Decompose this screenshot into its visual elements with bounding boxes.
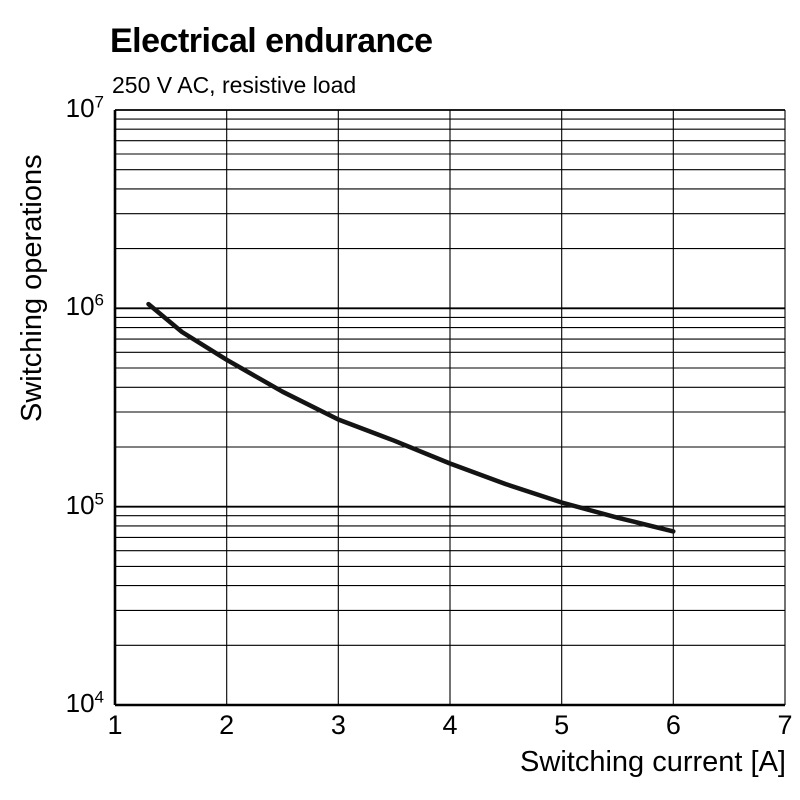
endurance-curve [146, 301, 676, 534]
chart-subtitle: 250 V AC, resistive load [112, 72, 357, 98]
grid-lines [114, 109, 786, 706]
x-tick-label: 4 [442, 710, 458, 740]
y-tick-label: 105 [65, 489, 104, 520]
x-tick-label: 3 [330, 710, 346, 740]
x-tick-label: 6 [665, 710, 681, 740]
x-tick-label: 1 [107, 710, 123, 740]
x-axis-label: Switching current [A] [520, 746, 786, 778]
y-tick-label: 104 [65, 687, 104, 719]
chart-title: Electrical endurance [110, 22, 433, 60]
x-tick-label: 5 [554, 710, 570, 740]
axis-lines [113, 110, 785, 707]
y-axis-label: Switching operations [16, 154, 48, 422]
x-tick-label: 7 [777, 710, 793, 740]
y-tick-label: 107 [65, 92, 104, 124]
y-tick-label: 106 [65, 290, 104, 322]
x-tick-label: 2 [219, 710, 235, 740]
